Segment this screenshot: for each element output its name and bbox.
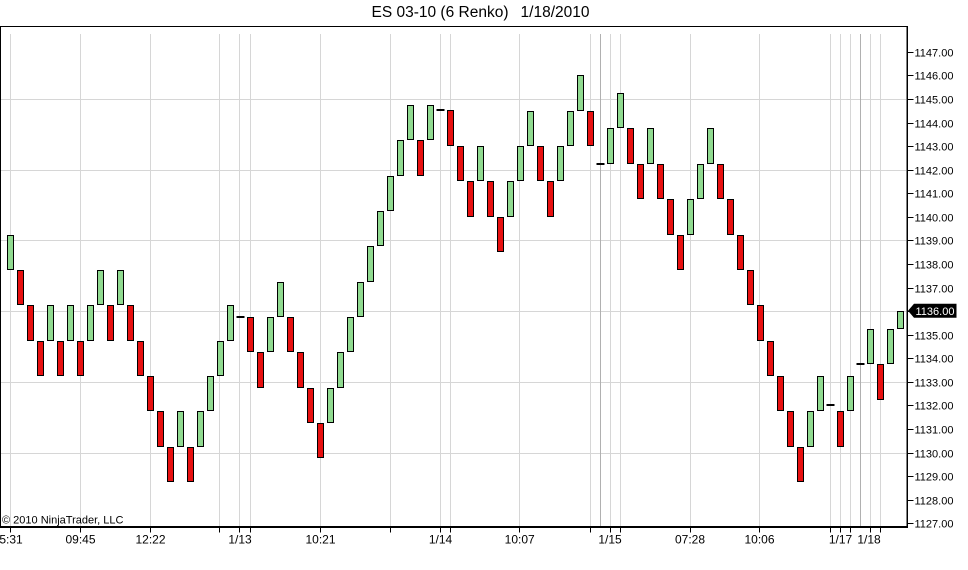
svg-text:1147.00: 1147.00 bbox=[915, 48, 954, 60]
svg-text:© 2010 NinjaTrader, LLC: © 2010 NinjaTrader, LLC bbox=[2, 514, 123, 526]
svg-text:1137.00: 1137.00 bbox=[915, 284, 954, 296]
svg-text:ES 03-10 (6 Renko) 1/18/2010: ES 03-10 (6 Renko) 1/18/2010 bbox=[372, 4, 590, 21]
svg-text:1139.00: 1139.00 bbox=[915, 236, 954, 248]
svg-text:1127.00: 1127.00 bbox=[915, 519, 954, 531]
svg-text:1146.00: 1146.00 bbox=[915, 71, 954, 83]
svg-text:09:45: 09:45 bbox=[65, 533, 95, 547]
svg-text:1/13: 1/13 bbox=[228, 533, 252, 547]
svg-text:1140.00: 1140.00 bbox=[915, 213, 954, 225]
svg-text:1141.00: 1141.00 bbox=[915, 189, 954, 201]
svg-text:10:21: 10:21 bbox=[305, 533, 335, 547]
svg-text:1134.00: 1134.00 bbox=[915, 354, 954, 366]
svg-text:1132.00: 1132.00 bbox=[915, 401, 954, 413]
svg-text:1128.00: 1128.00 bbox=[915, 496, 954, 508]
svg-text:1142.00: 1142.00 bbox=[915, 166, 954, 178]
svg-text:1138.00: 1138.00 bbox=[915, 260, 954, 272]
svg-text:12:22: 12:22 bbox=[135, 533, 165, 547]
svg-text:1129.00: 1129.00 bbox=[915, 472, 954, 484]
svg-text:1133.00: 1133.00 bbox=[915, 378, 954, 390]
svg-text:1136.00: 1136.00 bbox=[916, 306, 955, 318]
svg-text:07:28: 07:28 bbox=[675, 533, 705, 547]
svg-text:10:06: 10:06 bbox=[744, 533, 774, 547]
svg-text:1135.00: 1135.00 bbox=[915, 331, 954, 343]
svg-text:1/15: 1/15 bbox=[598, 533, 622, 547]
svg-text:10:07: 10:07 bbox=[505, 533, 535, 547]
svg-text:1/18: 1/18 bbox=[857, 533, 881, 547]
svg-text:5:31: 5:31 bbox=[0, 533, 23, 547]
svg-text:1144.00: 1144.00 bbox=[915, 119, 954, 131]
svg-text:1130.00: 1130.00 bbox=[915, 449, 954, 461]
svg-text:1/14: 1/14 bbox=[429, 533, 453, 547]
svg-text:1131.00: 1131.00 bbox=[915, 425, 954, 437]
svg-text:1143.00: 1143.00 bbox=[915, 142, 954, 154]
svg-text:1/17: 1/17 bbox=[829, 533, 853, 547]
svg-text:1145.00: 1145.00 bbox=[915, 95, 954, 107]
